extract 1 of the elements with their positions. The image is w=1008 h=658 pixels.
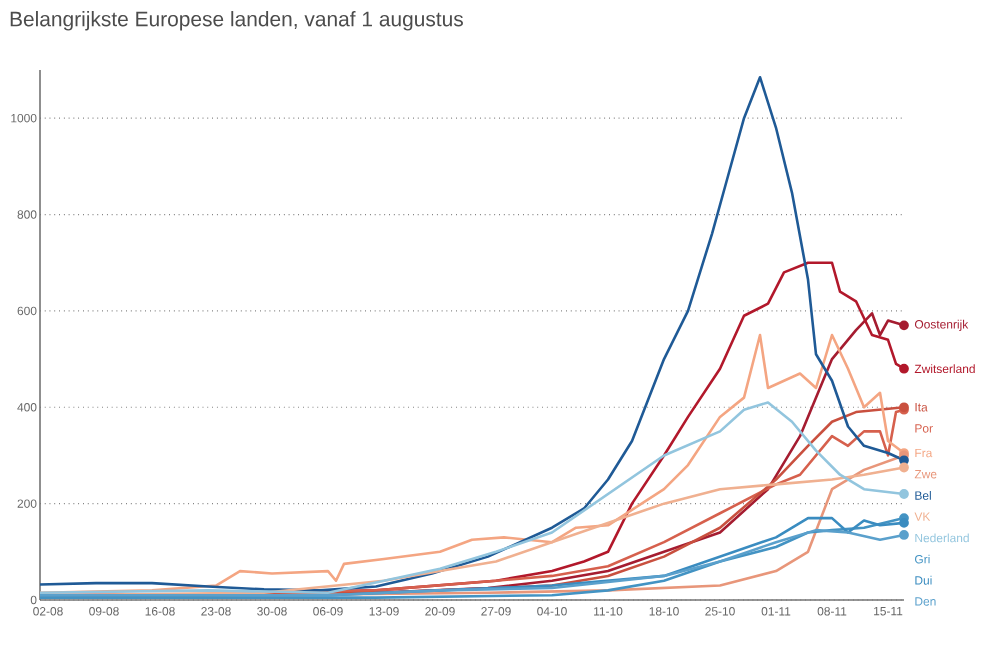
chart-title: Belangrijkste Europese landen, vanaf 1 augustus xyxy=(10,11,463,31)
